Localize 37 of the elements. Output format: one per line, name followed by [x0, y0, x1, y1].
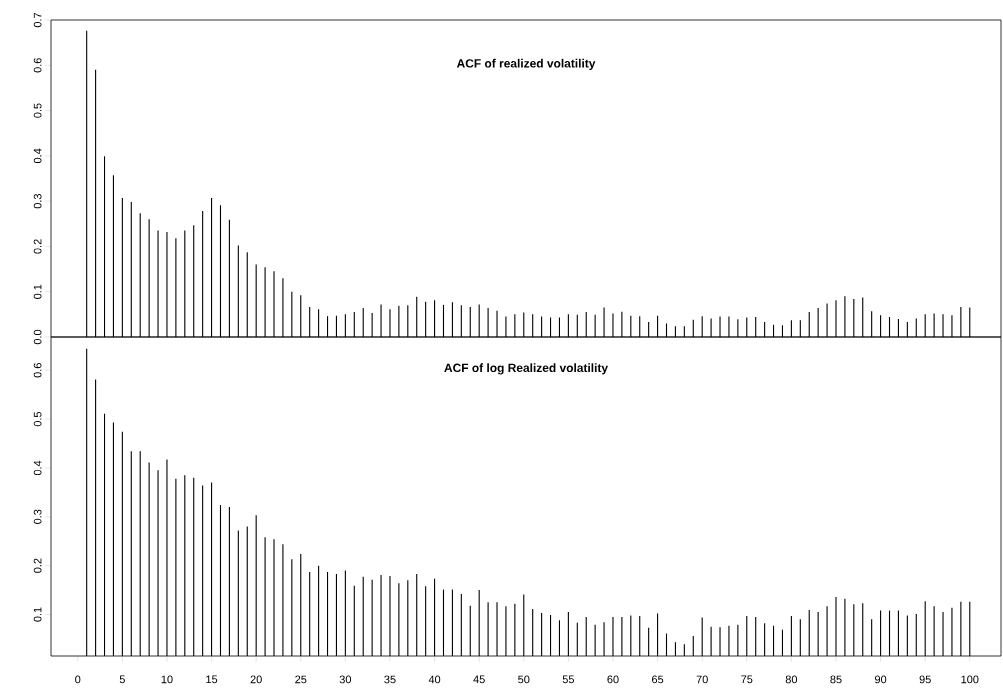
y-tick-label: 0.7	[33, 12, 42, 28]
x-tick-label: 45	[473, 675, 485, 684]
y-tick-label: 0.6	[33, 363, 42, 378]
x-tick-label: 5	[119, 675, 125, 684]
x-tick-label: 100	[961, 675, 979, 684]
y-tick-label: 0.6	[33, 58, 42, 73]
x-tick-label: 35	[384, 675, 396, 684]
x-tick-label: 30	[339, 675, 352, 684]
text: ACF of realized volatility	[456, 58, 596, 70]
y-tick-label: 0.1	[33, 607, 42, 622]
x-tick-label: 80	[785, 675, 798, 684]
y-tick-label: 0.4	[33, 148, 42, 164]
x-tick-label: 75	[741, 675, 753, 684]
x-tick-label: 85	[830, 675, 842, 684]
y-tick-label: 0.3	[33, 509, 42, 524]
text: ACF of log Realized volatility	[444, 363, 608, 375]
y-tick-label: 0.2	[33, 558, 42, 573]
x-tick-label: 65	[652, 675, 664, 684]
y-tick-label: 0.2	[33, 239, 42, 254]
y-tick-label: 0.1	[33, 284, 42, 299]
x-tick-label: 55	[562, 675, 574, 684]
x-tick-label: 20	[250, 675, 262, 684]
x-tick-label: 50	[518, 675, 530, 684]
y-tick-label: 0.0	[33, 329, 42, 345]
x-tick-label: 10	[161, 675, 173, 684]
x-tick-label: 0	[75, 675, 81, 684]
y-tick-label: 0.5	[33, 103, 42, 118]
x-tick-label: 25	[295, 675, 307, 684]
y-tick-label: 0.3	[33, 194, 42, 209]
y-tick-label: 0.4	[33, 460, 42, 476]
x-tick-label: 70	[696, 675, 708, 684]
x-tick-label: 40	[428, 675, 441, 684]
x-tick-label: 95	[919, 675, 931, 684]
x-tick-label: 60	[607, 675, 619, 684]
y-tick-label: 0.5	[33, 411, 42, 427]
x-tick-label: 90	[875, 675, 887, 684]
x-tick-label: 15	[206, 675, 218, 684]
